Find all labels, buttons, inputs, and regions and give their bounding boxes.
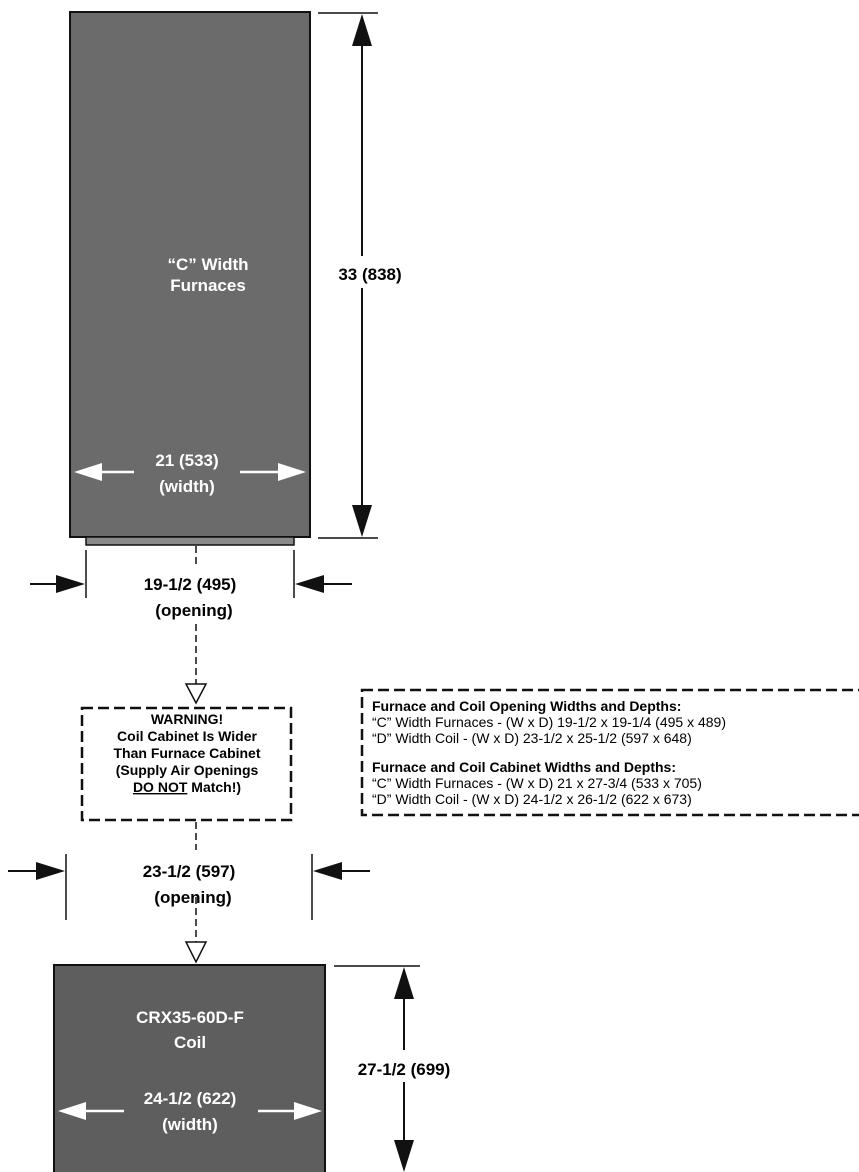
- furnace-height-label: 33 (838): [338, 265, 401, 284]
- warning-match: Match!): [187, 779, 241, 795]
- coil-width-dimension: [58, 1102, 322, 1120]
- coil-opening-label: 23-1/2 (597): [143, 862, 236, 881]
- coil-label-line2: Coil: [174, 1033, 206, 1052]
- info-row-coil-opening: “D” Width Coil - (W x D) 23-1/2 x 25-1/2…: [372, 730, 692, 746]
- furnace-cabinet: [69, 11, 311, 538]
- coil-width-label: 24-1/2 (622): [144, 1089, 237, 1108]
- furnace-height-label-bg: [326, 256, 408, 288]
- furnace-label-line2: Furnaces: [170, 276, 246, 295]
- warning-line1: WARNING!: [151, 711, 223, 727]
- info-box: [360, 688, 859, 817]
- warning-line4: (Supply Air Openings: [116, 762, 259, 778]
- warning-line3: Than Furnace Cabinet: [113, 745, 260, 761]
- coil-label-line1: CRX35-60D-F: [136, 1008, 244, 1027]
- airflow-centerline-lower: [184, 822, 208, 964]
- coil-height-label: 27-1/2 (699): [358, 1060, 451, 1079]
- info-row-furnace-cabinet: “C” Width Furnaces - (W x D) 21 x 27-3/4…: [372, 775, 702, 791]
- furnace-label-line1: “C” Width: [167, 255, 248, 274]
- warning-do-not: DO NOT: [133, 779, 188, 795]
- coil-opening-dimension: [8, 854, 370, 920]
- furnace-opening-label: 19-1/2 (495): [144, 575, 237, 594]
- furnace-flange: [85, 536, 295, 546]
- warning-line2: Coil Cabinet Is Wider: [117, 728, 257, 744]
- coil-height-label-bg: [350, 1050, 460, 1082]
- furnace-width-sub: (width): [159, 477, 215, 496]
- info-heading-openings: Furnace and Coil Opening Widths and Dept…: [372, 698, 681, 714]
- furnace-opening-dimension: [30, 550, 352, 598]
- coil-width-sub: (width): [162, 1115, 218, 1134]
- furnace-width-dimension: [74, 463, 306, 481]
- warning-box: [80, 706, 293, 822]
- airflow-centerline-upper: [184, 546, 208, 705]
- info-row-furnace-opening: “C” Width Furnaces - (W x D) 19-1/2 x 19…: [372, 714, 726, 730]
- info-heading-cabinets: Furnace and Coil Cabinet Widths and Dept…: [372, 759, 676, 775]
- info-row-coil-cabinet: “D” Width Coil - (W x D) 24-1/2 x 26-1/2…: [372, 791, 692, 807]
- warning-line5: DO NOT Match!): [133, 779, 241, 795]
- furnace-width-label: 21 (533): [155, 451, 218, 470]
- coil-cabinet: [53, 964, 326, 1172]
- coil-opening-sub: (opening): [154, 888, 231, 907]
- furnace-opening-sub: (opening): [155, 601, 232, 620]
